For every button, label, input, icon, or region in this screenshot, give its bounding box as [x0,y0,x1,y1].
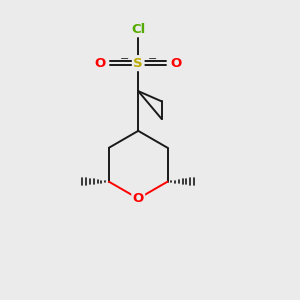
Text: =: = [119,55,129,65]
Text: O: O [133,192,144,205]
Text: O: O [171,57,182,70]
Text: O: O [94,57,106,70]
Text: Cl: Cl [131,23,145,36]
Text: =: = [148,55,157,65]
Text: S: S [134,57,143,70]
